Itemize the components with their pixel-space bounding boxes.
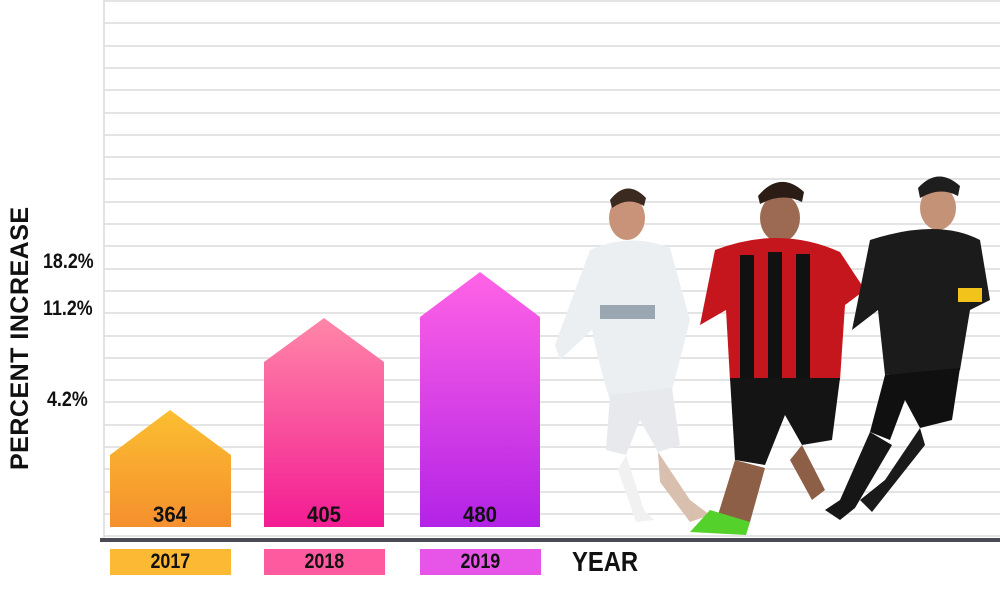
year-tag-2017: 2017 [110, 549, 231, 575]
percent-label-18-2: 18.2% [43, 250, 94, 273]
year-tag-2019: 2019 [420, 549, 541, 575]
bar-2017 [110, 410, 231, 527]
x-axis-label: YEAR [572, 546, 639, 577]
percent-label-4-2: 4.2% [47, 388, 88, 411]
player-black-kit [825, 176, 990, 520]
bar-2019 [420, 272, 540, 527]
player-red-black-kit [690, 181, 865, 535]
percent-label-11-2: 11.2% [43, 297, 93, 320]
players-photo [555, 176, 990, 535]
year-tag-2018: 2018 [264, 549, 385, 575]
bar-value-2017: 364 [153, 502, 188, 527]
year-label-2017: 2017 [150, 550, 191, 573]
bar-value-2019: 480 [463, 502, 497, 527]
year-label-2018: 2018 [304, 550, 345, 573]
bar-2018 [264, 318, 384, 527]
year-label-2019: 2019 [460, 550, 501, 573]
player-white-kit [555, 188, 710, 522]
bar-value-2018: 405 [307, 502, 341, 527]
